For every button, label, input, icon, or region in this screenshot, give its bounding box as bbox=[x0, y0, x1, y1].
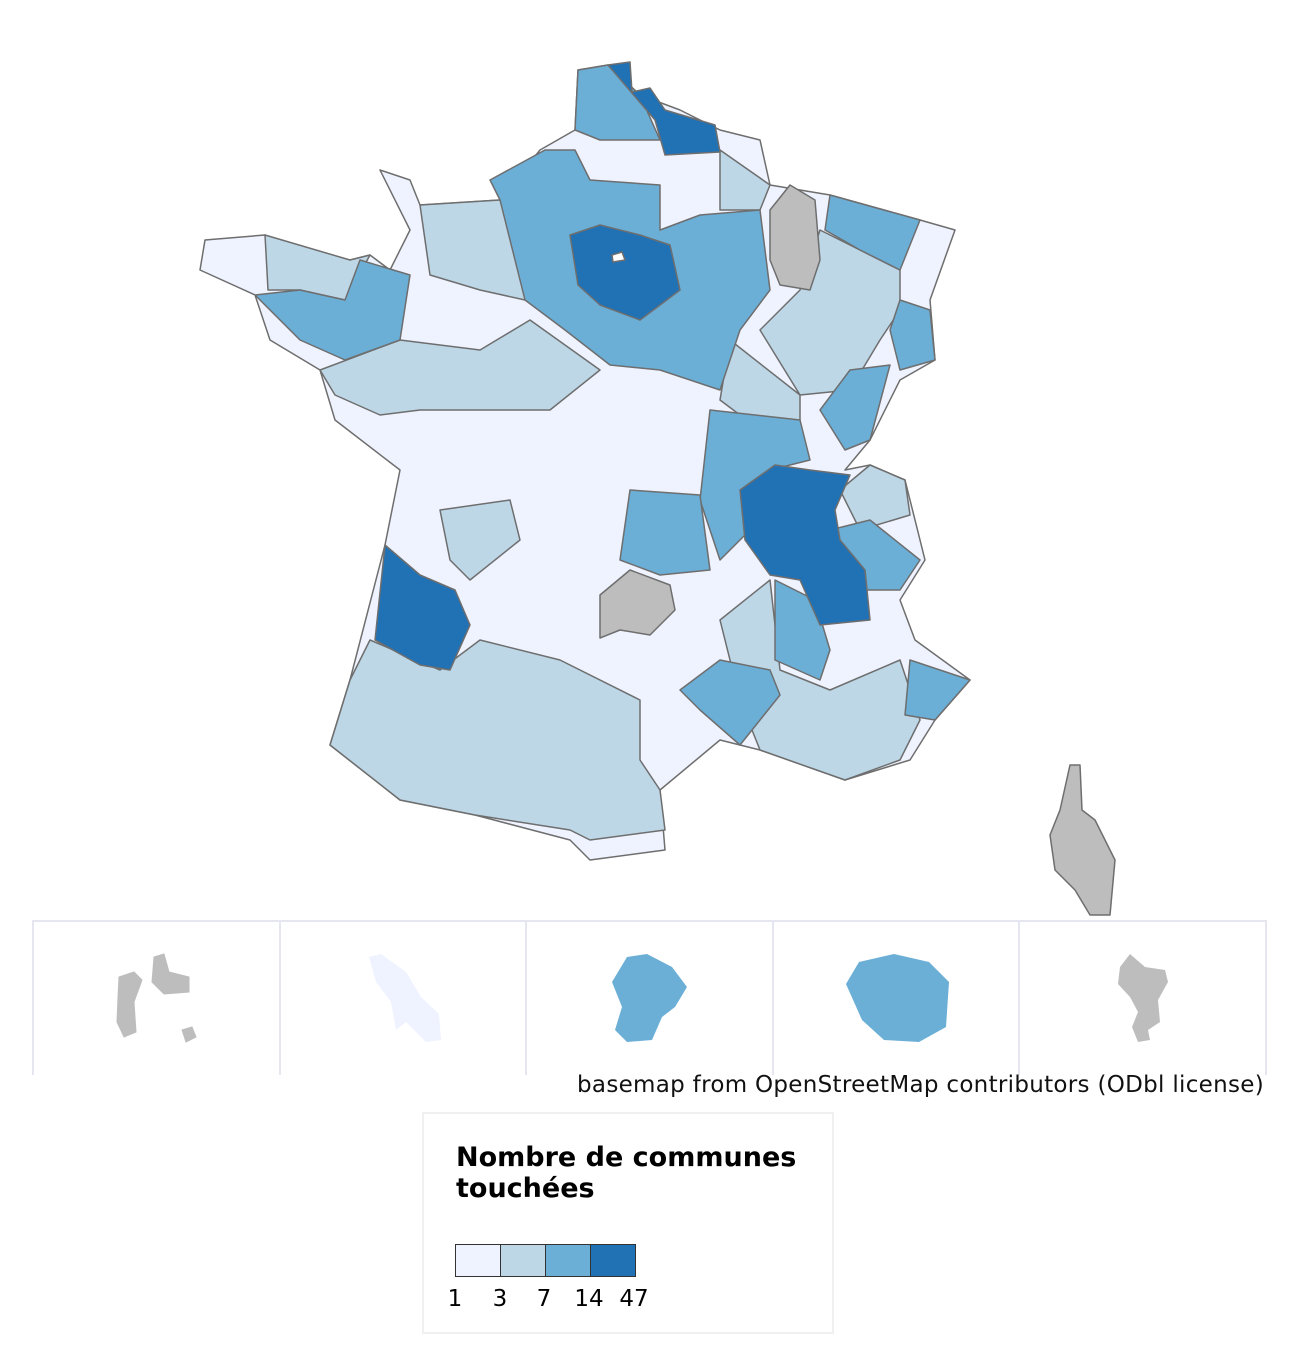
legend-swatch-1 bbox=[456, 1245, 501, 1276]
region-no-data-meuse bbox=[769, 184, 821, 291]
legend-break-label: 47 bbox=[619, 1286, 649, 1312]
overseas-insets bbox=[32, 920, 1267, 1075]
legend-swatch-2 bbox=[501, 1245, 546, 1276]
inset-mayotte bbox=[1018, 922, 1267, 1075]
region-class-3 bbox=[739, 464, 871, 626]
region-no-data-cantal bbox=[599, 569, 676, 639]
inset-guadeloupe bbox=[32, 922, 279, 1075]
legend-title: Nombre de communes touchées bbox=[456, 1142, 797, 1204]
region-class-2 bbox=[819, 364, 891, 451]
france-choropleth-map bbox=[199, 61, 1116, 916]
legend-break-label: 7 bbox=[536, 1286, 552, 1312]
legend-swatch-4 bbox=[591, 1245, 635, 1276]
legend-color-scale bbox=[455, 1244, 636, 1277]
inset-reunion bbox=[771, 922, 1019, 1075]
region-class-2 bbox=[619, 489, 711, 576]
region-class-2 bbox=[254, 259, 411, 361]
basemap-attribution: basemap from OpenStreetMap contributors … bbox=[577, 1072, 1264, 1098]
region-class-1 bbox=[439, 499, 521, 581]
region-no-data-corse bbox=[1049, 764, 1116, 916]
region-class-3 bbox=[374, 544, 471, 671]
inset-guyane bbox=[525, 922, 772, 1075]
region-paris bbox=[611, 251, 626, 263]
region-class-2 bbox=[904, 659, 971, 721]
legend-break-label: 1 bbox=[447, 1286, 463, 1312]
region-class-3 bbox=[569, 224, 681, 321]
legend-break-label: 14 bbox=[574, 1286, 604, 1312]
map-legend: Nombre de communes touchées 1 3 7 14 47 bbox=[422, 1112, 834, 1334]
region-class-2 bbox=[889, 299, 936, 371]
region-class-3 bbox=[607, 61, 721, 156]
region-class-2 bbox=[824, 194, 921, 271]
legend-break-label: 3 bbox=[492, 1286, 508, 1312]
inset-martinique bbox=[278, 922, 526, 1075]
legend-swatch-3 bbox=[546, 1245, 591, 1276]
region-class-2 bbox=[679, 659, 781, 746]
